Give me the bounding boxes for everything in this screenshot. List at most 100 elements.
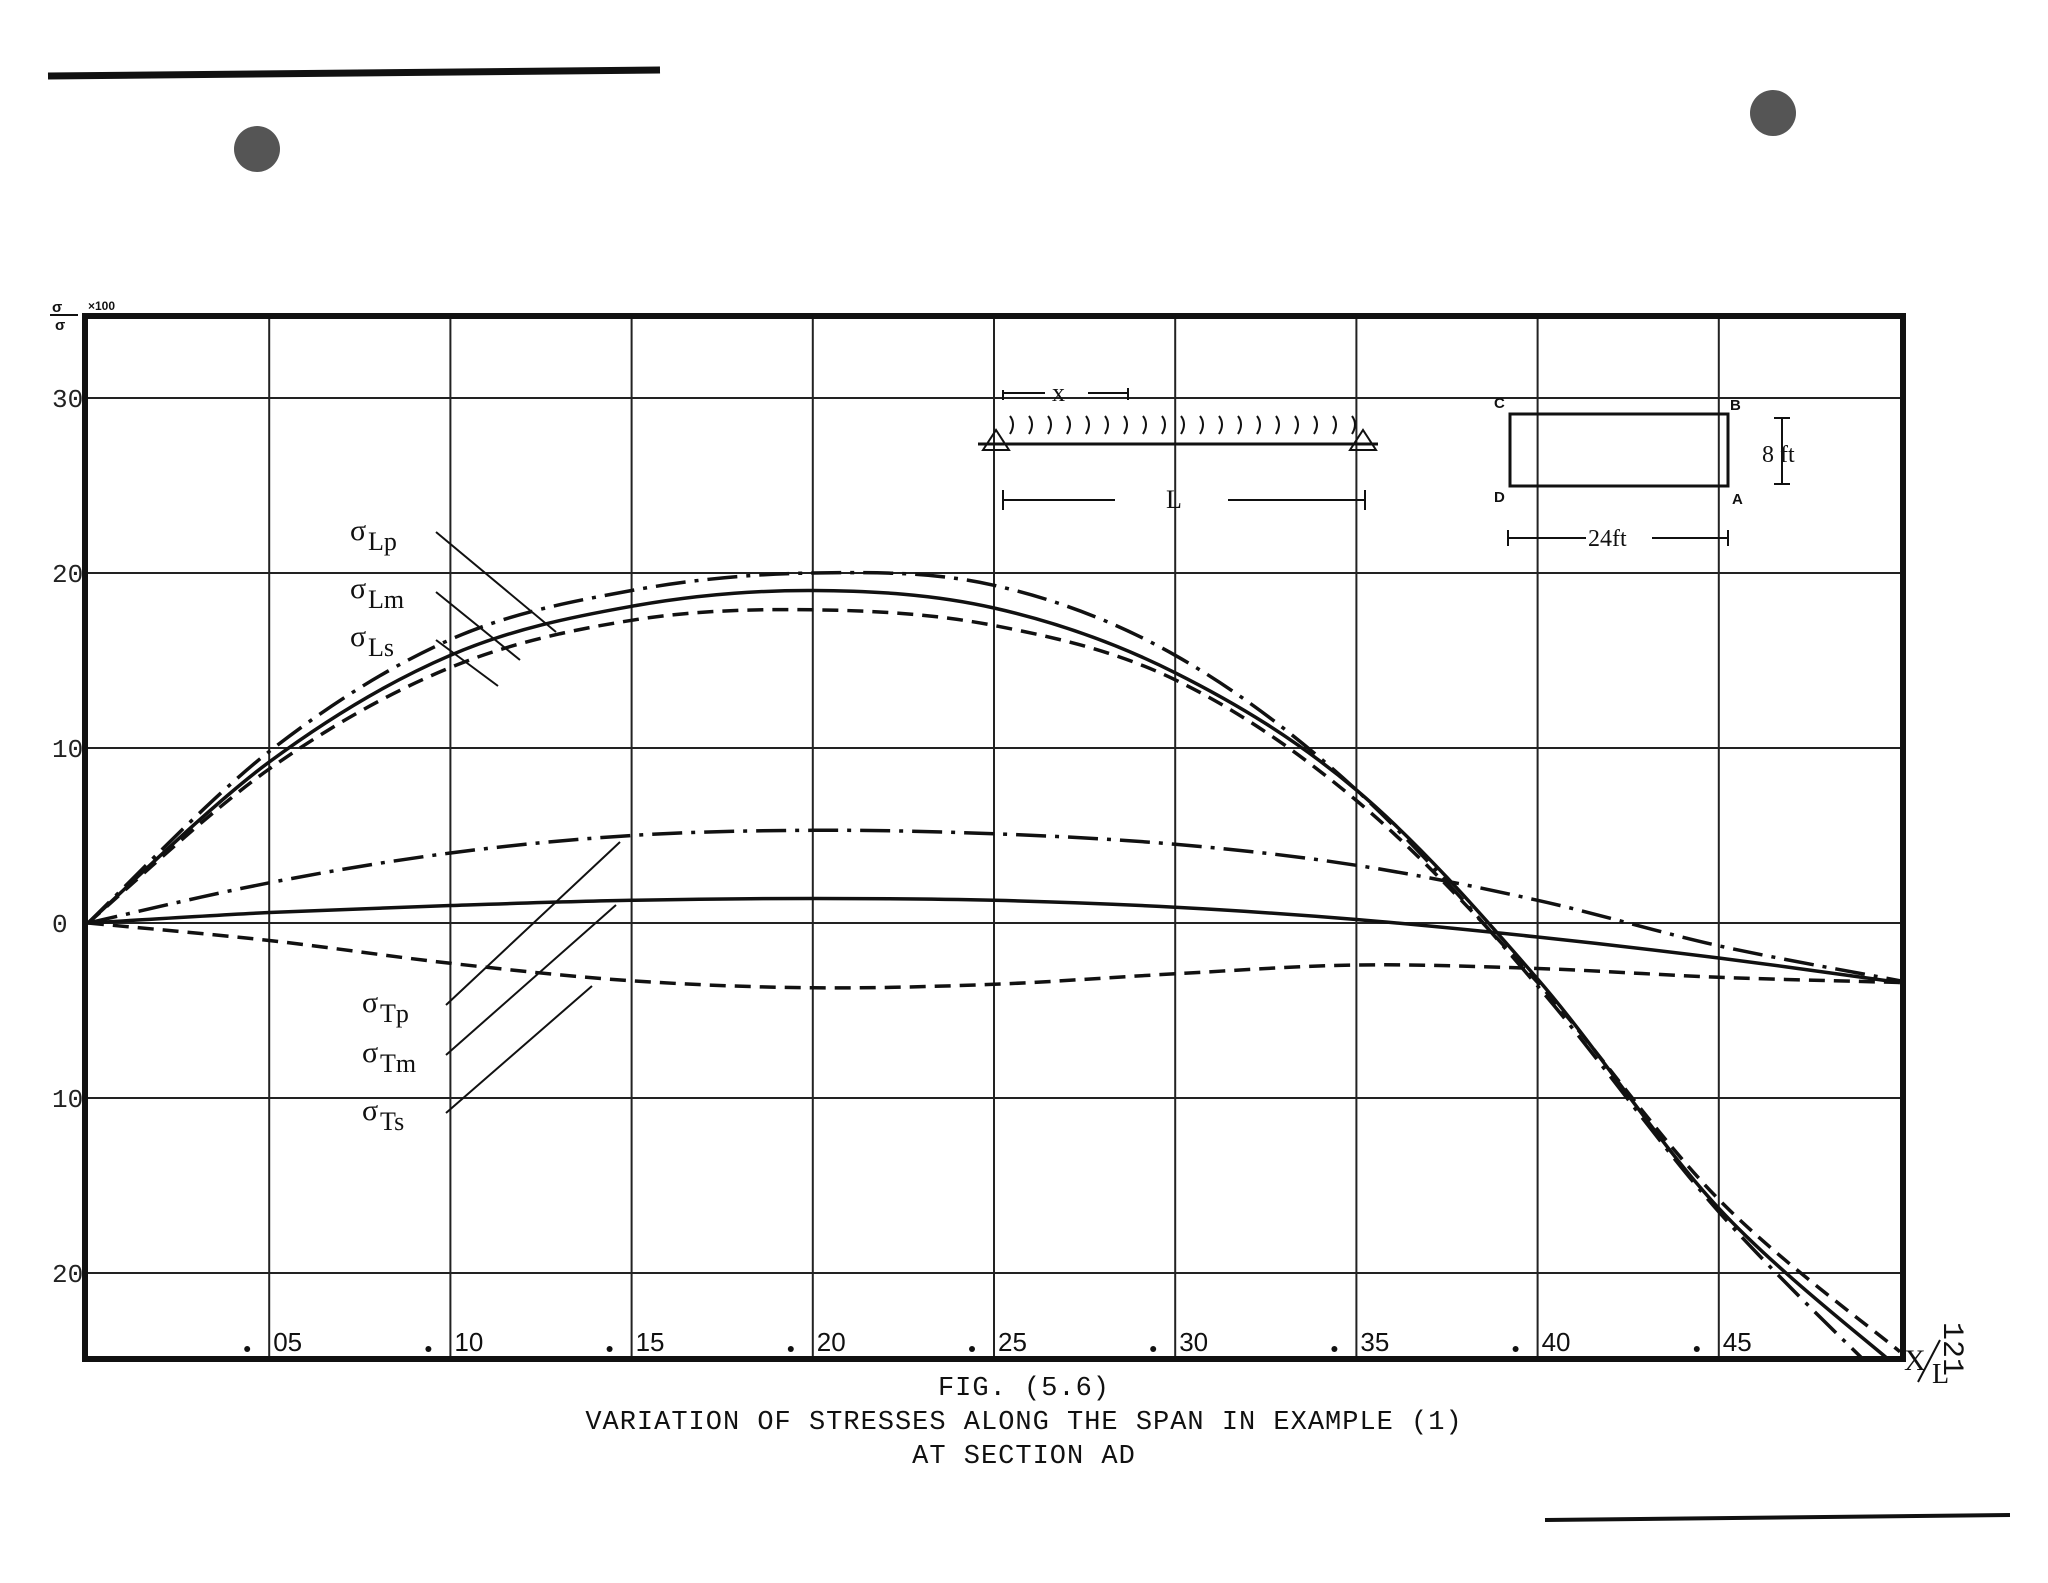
load-arrow: [1180, 415, 1185, 435]
distributed-load: [1009, 415, 1356, 435]
x-tick-label: 35: [1360, 1327, 1389, 1357]
figure-caption-section: AT SECTION AD: [912, 1442, 1136, 1472]
x-tick-label: 05: [273, 1327, 302, 1357]
y-axis-label: σ σ ×100: [50, 299, 115, 334]
load-arrow: [1332, 415, 1337, 435]
load-arrow: [1142, 415, 1147, 435]
load-arrow: [1313, 415, 1318, 435]
x-tick-dot: [425, 1346, 432, 1352]
series-line-sigma-lm: [88, 588, 1889, 1357]
beam-inset: x L: [978, 378, 1378, 514]
leader-line: [435, 591, 521, 661]
corner-a: A: [1732, 491, 1743, 508]
x-tick-label: 30: [1179, 1327, 1208, 1357]
inset-span-label: L: [1166, 485, 1182, 514]
load-arrow: [1256, 415, 1261, 435]
x-tick-label: 10: [454, 1327, 483, 1357]
series-line-sigma-tp: [88, 828, 1900, 983]
curve-label-subscript: Tm: [380, 1049, 416, 1078]
x-tick-label: 25: [998, 1327, 1027, 1357]
load-arrow: [1123, 415, 1128, 435]
x-tick-dot: [969, 1346, 975, 1352]
binder-hole-right: [1750, 90, 1796, 136]
curve-label-subscript: Lm: [368, 585, 404, 614]
plot-frame: [82, 313, 1906, 1362]
leader-line: [435, 531, 557, 633]
load-arrow: [1085, 415, 1090, 435]
load-arrow: [1218, 415, 1223, 435]
svg-text:X: X: [1904, 1344, 1926, 1377]
grid: [88, 318, 1900, 1357]
x-tick-dot: [1150, 1346, 1157, 1352]
y-axis-sigma-top: σ: [52, 299, 62, 316]
curve-label-subscript: Ls: [368, 633, 394, 662]
load-arrow: [1351, 415, 1356, 435]
corner-d: D: [1494, 489, 1505, 506]
inset-x-label: x: [1052, 378, 1065, 407]
width-label: 24ft: [1588, 526, 1627, 552]
curve-label-subscript: Ts: [380, 1107, 404, 1136]
corner-b: B: [1730, 397, 1741, 414]
curve-label-subscript: Tp: [380, 999, 409, 1028]
load-arrow: [1199, 415, 1204, 435]
x-tick-dot: [606, 1346, 613, 1352]
curve-label-tm: σ Tm: [362, 904, 617, 1078]
x-tick-label: 20: [817, 1327, 846, 1357]
x-tick-label: 15: [636, 1327, 665, 1357]
y-tick-label: 30: [52, 385, 83, 415]
page-number: 121: [1934, 1322, 1968, 1377]
load-arrow: [1104, 415, 1109, 435]
curve-label-sigma: σ: [350, 620, 366, 653]
curve-label-sigma: σ: [362, 1094, 378, 1127]
binder-hole-left: [234, 126, 280, 172]
figure-caption: VARIATION OF STRESSES ALONG THE SPAN IN …: [585, 1408, 1463, 1438]
figure-number: FIG. (5.6): [937, 1374, 1111, 1404]
curve-label-ts: σ Ts: [362, 985, 593, 1136]
curve-label-ls: σ Ls: [350, 620, 499, 687]
load-arrow: [1047, 415, 1052, 435]
curve-label-sigma: σ: [350, 572, 366, 605]
y-tick-label: 10: [52, 1085, 83, 1115]
y-tick-label: 20: [52, 1260, 83, 1290]
leader-line: [435, 639, 499, 687]
x-tick-dot: [1693, 1346, 1700, 1352]
axis-labels: 30 20 10 0 10 20 05 10 15 20 25 30 35 40 45: [52, 385, 1752, 1357]
series-line-sigma-lp: [88, 570, 1864, 1357]
y-tick-label: 10: [52, 735, 83, 765]
y-tick-label: 0: [52, 910, 68, 940]
load-arrow: [1161, 415, 1166, 435]
series-line-sigma-ts: [88, 921, 1900, 990]
load-arrow: [1066, 415, 1071, 435]
y-tick-label: 20: [52, 560, 83, 590]
load-arrow: [1237, 415, 1242, 435]
page-top-rule: [47, 66, 661, 80]
x-axis-label: X L: [1904, 1339, 1949, 1390]
curve-label-lp: σ Lp: [350, 514, 557, 633]
leader-line: [445, 904, 617, 1056]
curve-label-lm: σ Lm: [350, 572, 521, 661]
height-label: 8 ft: [1762, 442, 1795, 468]
series-line-sigma-ls: [88, 607, 1900, 1354]
x-tick-dot: [1331, 1346, 1338, 1352]
y-axis-scale: ×100: [88, 299, 115, 313]
page-bottom-rule: [1544, 1513, 2011, 1522]
y-axis-sigma-bottom: σ: [55, 317, 65, 334]
load-arrow: [1009, 415, 1014, 435]
leader-line: [445, 841, 621, 1006]
curve-label-tp: σ Tp: [362, 841, 621, 1028]
series-lines: [88, 570, 1900, 1357]
leader-line: [445, 985, 593, 1114]
x-tick-label: 45: [1723, 1327, 1752, 1357]
x-tick-dot: [1512, 1346, 1519, 1352]
curve-label-sigma: σ: [362, 986, 378, 1019]
load-arrow: [1294, 415, 1299, 435]
x-tick-dot: [244, 1346, 251, 1352]
svg-text:L: L: [1932, 1359, 1949, 1390]
section-inset: C B D A 8 ft 24ft: [1494, 395, 1795, 552]
load-arrow: [1028, 415, 1033, 435]
curve-label-sigma: σ: [362, 1036, 378, 1069]
load-arrow: [1275, 415, 1280, 435]
x-tick-label: 40: [1542, 1327, 1571, 1357]
x-tick-dot: [787, 1346, 794, 1352]
